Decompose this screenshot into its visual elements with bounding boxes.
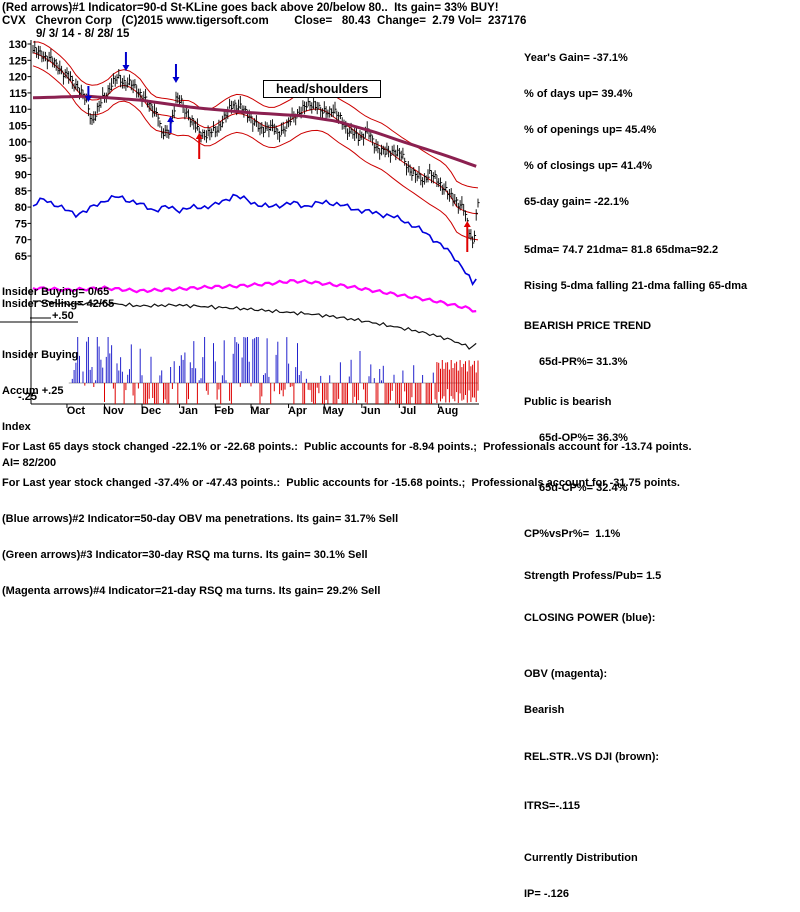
- y-tick-label: 100: [9, 137, 27, 149]
- up-arrow-icon: [195, 133, 203, 139]
- footer-65day-summary: For Last 65 days stock changed -22.1% or…: [2, 441, 692, 453]
- footer-year-summary: For Last year stock changed -37.4% or -4…: [2, 477, 680, 489]
- footer-indicator-2: (Blue arrows)#2 Indicator=50-day OBV ma …: [2, 513, 399, 525]
- insider-selling-label: Insider Selling= 42/65: [2, 298, 115, 310]
- y-tick-label: 125: [9, 55, 27, 67]
- mid-band-line: [32, 52, 479, 215]
- itrs-value: ITRS=-.115: [524, 800, 580, 812]
- month-label: Mar: [250, 405, 270, 417]
- title-line: CVX Chevron Corp (C)2015 www.tigersoft.c…: [2, 15, 527, 27]
- footer-indicator-4: (Magenta arrows)#4 Indicator=21-day RSQ …: [2, 585, 381, 597]
- month-label: Feb: [214, 405, 234, 417]
- month-label: Dec: [141, 405, 161, 417]
- accum-index-label-block: Insider Buying Accum +.25 Index AI= 82/2…: [2, 325, 78, 481]
- strength-ratio: Strength Profess/Pub= 1.5: [524, 570, 662, 582]
- dma-values: 5dma= 74.7 21dma= 81.8 65dma=92.2: [524, 244, 719, 256]
- obv-state: Bearish: [524, 704, 565, 716]
- up-arrow-icon: [167, 116, 175, 122]
- down-arrow-icon: [84, 96, 92, 102]
- cp65-value: 65d-CP%= 32.4%: [539, 482, 628, 494]
- public-state: Public is bearish: [524, 396, 612, 408]
- head-shoulders-label: head/shoulders: [263, 80, 382, 98]
- footer-indicator-3: (Green arrows)#3 Indicator=30-day RSQ ma…: [2, 549, 368, 561]
- y-tick-label: 120: [9, 72, 27, 84]
- y-tick-label: 70: [15, 235, 27, 247]
- y-tick-label: 65: [15, 251, 27, 263]
- month-label: Aug: [437, 405, 458, 417]
- footer-analysis-block: For Last 65 days stock changed -22.1% or…: [2, 417, 692, 609]
- y-tick-label: 95: [15, 153, 27, 165]
- accum-line-1: Insider Buying: [2, 349, 79, 361]
- indicator-headline: (Red arrows)#1 Indicator=90-d St-KLine g…: [2, 2, 499, 14]
- years-gain: Year's Gain= -37.1%: [524, 52, 628, 64]
- lower-band-line: [32, 65, 479, 241]
- pct-openings-up: % of openings up= 45.4%: [524, 124, 657, 136]
- price-bars: [32, 40, 480, 249]
- tigersoft-chart-window: { "header": { "indicator_line": "(Red ar…: [0, 2, 748, 900]
- accum-minus-level-label: -.25: [18, 391, 37, 403]
- pct-closings-up: % of closings up= 41.4%: [524, 160, 653, 172]
- relstr-label: REL.STR..VS DJI (brown):: [524, 751, 660, 763]
- ip-value: IP= -.126: [524, 888, 569, 900]
- month-label: Jan: [179, 405, 198, 417]
- accum-line-4: AI= 82/200: [2, 457, 57, 469]
- trend-ma-line: [32, 94, 477, 168]
- closing-power-label: CLOSING POWER (blue):: [524, 612, 656, 624]
- pr65-value: 65d-PR%= 31.3%: [539, 356, 628, 368]
- closing-power-line: [32, 193, 477, 287]
- month-label: Jul: [400, 405, 416, 417]
- accum-plus-level-label: +.50: [52, 310, 74, 322]
- y-tick-label: 110: [9, 104, 27, 116]
- upper-band-line: [33, 41, 479, 189]
- month-label: May: [322, 405, 344, 417]
- y-tick-label: 115: [9, 88, 27, 100]
- op65-value: 65d-OP%= 36.3%: [539, 432, 628, 444]
- month-label: Apr: [288, 405, 308, 417]
- y-tick-label: 130: [9, 39, 27, 51]
- insider-buying-label: Insider Buying= 0/65: [2, 286, 110, 298]
- month-label: Oct: [67, 405, 86, 417]
- cp-vs-pr: CP%vsPr%= 1.1%: [524, 528, 621, 540]
- obv-line: [32, 278, 477, 313]
- accum-line-2: Accum +.25: [2, 385, 64, 397]
- month-label: Nov: [103, 405, 125, 417]
- y-tick-label: 105: [9, 121, 27, 133]
- down-arrow-icon: [122, 65, 130, 71]
- y-tick-label: 85: [15, 186, 27, 198]
- price-chart: 130 125 120 115 110 105 100 95 90 85 80 75 70 65 Oct No…: [0, 39, 480, 417]
- y-tick-label: 75: [15, 218, 27, 230]
- dma-trend: Rising 5-dma falling 21-dma falling 65-d…: [524, 280, 748, 292]
- accum-line-3: Index: [2, 421, 31, 433]
- relstr-line: [32, 299, 477, 350]
- up-arrow-icon: [463, 221, 471, 227]
- date-range: 9/ 3/ 14 - 8/ 28/ 15: [36, 28, 130, 40]
- pct-days-up: % of days up= 39.4%: [524, 88, 633, 100]
- gain-65d: 65-day gain= -22.1%: [524, 196, 629, 208]
- y-tick-label: 80: [15, 202, 27, 214]
- y-tick-label: 90: [15, 169, 27, 181]
- month-label: Jun: [361, 405, 381, 417]
- currently-state: Currently Distribution: [524, 852, 638, 864]
- obv-label: OBV (magenta):: [524, 668, 608, 680]
- down-arrow-icon: [172, 77, 180, 83]
- price-trend-label: BEARISH PRICE TREND: [524, 320, 652, 332]
